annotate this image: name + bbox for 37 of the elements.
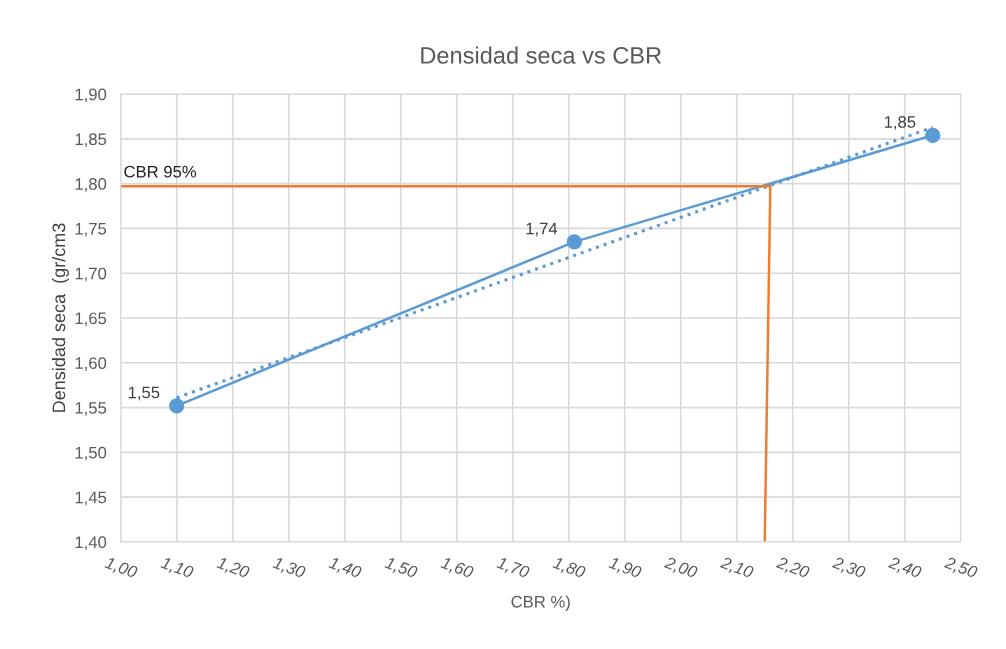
- data-label: 1,74: [526, 222, 558, 237]
- x-tick-label: 2,10: [719, 556, 755, 581]
- x-tick-label: 1,80: [551, 556, 587, 581]
- x-tick-label: 1,60: [439, 556, 475, 581]
- x-tick-label: 1,10: [159, 556, 195, 581]
- x-axis-title: CBR %): [511, 595, 570, 611]
- y-tick-label: 1,55: [75, 402, 107, 416]
- point: [566, 234, 582, 250]
- data-label: 1,55: [128, 386, 160, 401]
- y-tick-label: 1,60: [75, 357, 107, 371]
- y-tick-label: 1,70: [75, 267, 107, 282]
- y-axis-title: Densidad seca (gr/cm3: [52, 223, 69, 412]
- y-tick-label: 1,80: [75, 178, 107, 192]
- y-tick-label: 1,40: [75, 536, 107, 551]
- x-tick-label: 2,00: [663, 556, 699, 581]
- chart-title: Densidad seca vs CBR: [421, 46, 662, 64]
- x-tick-label: 1,20: [215, 556, 251, 581]
- x-tick-label: 1,40: [327, 556, 363, 581]
- x-tick-label: 1,00: [103, 556, 139, 581]
- x-tick-label: 1,50: [383, 556, 419, 581]
- x-tick-label: 1,90: [607, 556, 643, 581]
- x-tick-label: 2,40: [887, 556, 923, 581]
- y-tick-label: 1,85: [75, 133, 107, 148]
- y-tick-label: 1,75: [75, 223, 107, 237]
- y-tick-label: 1,45: [75, 491, 107, 506]
- x-tick-label: 1,30: [271, 556, 307, 581]
- point: [169, 398, 185, 414]
- x-tick-label: 1,70: [495, 556, 531, 581]
- point: [925, 127, 941, 143]
- x-tick-label: 2,20: [775, 556, 811, 581]
- annotation: CBR 95%: [124, 165, 197, 178]
- x-tick-label: 2,30: [831, 556, 867, 581]
- x-tick-label: 2,50: [943, 556, 979, 581]
- y-tick-label: 1,65: [75, 312, 107, 327]
- y-tick-label: 1,90: [75, 88, 107, 103]
- y-tick-label: 1,50: [75, 446, 107, 461]
- data-label: 1,85: [884, 116, 916, 130]
